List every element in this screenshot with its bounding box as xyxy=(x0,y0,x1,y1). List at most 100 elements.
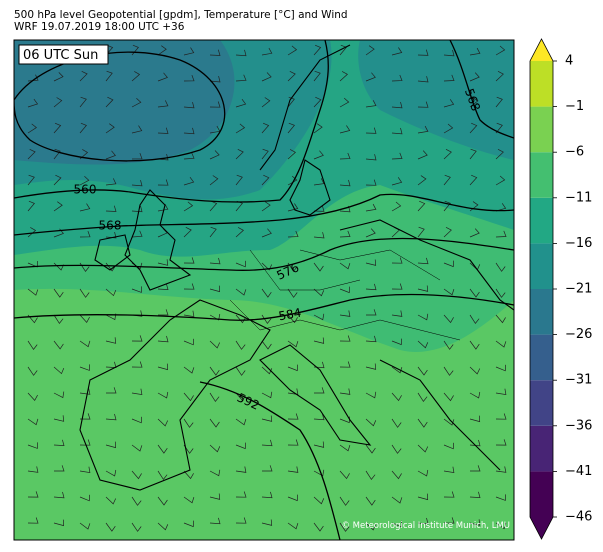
wind-barb xyxy=(417,125,429,134)
wind-barb xyxy=(235,49,247,57)
wind-barb xyxy=(469,72,480,82)
wind-barb xyxy=(235,491,247,498)
colorbar: 4 −1 −6 −11 −16 −21 −26 −31 −36 −41 −46 xyxy=(529,38,592,540)
wind-barb xyxy=(417,175,427,186)
wind-barb xyxy=(417,200,426,212)
map-frame xyxy=(13,39,515,541)
wind-barb xyxy=(157,335,169,343)
colorbar-band xyxy=(530,152,553,198)
wind-barb xyxy=(209,49,221,56)
wind-barb xyxy=(235,442,246,450)
wind-barb xyxy=(106,387,117,394)
wind-barb xyxy=(157,496,168,506)
wind-barb xyxy=(131,205,143,213)
wind-barb xyxy=(157,72,168,82)
wind-barb xyxy=(287,314,298,324)
wind-barb xyxy=(53,72,64,82)
wind-barb xyxy=(313,44,322,56)
wind-barb xyxy=(53,314,64,325)
wind-barb xyxy=(27,466,39,473)
wind-barb xyxy=(391,47,403,56)
wind-barb xyxy=(261,439,273,447)
wind-barb xyxy=(495,262,506,272)
wind-barb xyxy=(443,174,451,186)
wind-barb xyxy=(495,148,504,160)
wind-barb xyxy=(339,179,351,187)
wind-barb xyxy=(158,309,169,316)
wind-barb xyxy=(79,364,90,371)
wind-barb xyxy=(391,338,402,346)
wind-barb xyxy=(261,47,273,56)
wind-barb xyxy=(417,150,428,160)
wind-barb xyxy=(366,309,377,316)
colorbar-tick-label: −31 xyxy=(565,373,592,388)
wind-barb xyxy=(417,313,429,321)
wind-barb xyxy=(183,520,194,528)
wind-barb xyxy=(261,97,271,108)
wind-barb xyxy=(287,175,298,186)
wind-barb xyxy=(183,392,194,402)
wind-barb xyxy=(443,466,455,474)
wind-barb xyxy=(131,180,143,187)
wind-barb xyxy=(391,310,403,317)
wind-barb xyxy=(157,127,169,134)
wind-barb xyxy=(131,444,143,452)
wind-barb xyxy=(27,74,39,82)
wind-barb xyxy=(391,74,403,82)
wind-barb xyxy=(339,335,351,342)
wind-barb xyxy=(261,415,273,422)
wind-barb xyxy=(365,228,376,238)
wind-barb xyxy=(131,125,143,134)
wind-barb xyxy=(261,288,272,298)
wind-barb xyxy=(209,366,220,376)
wind-barb xyxy=(183,366,195,374)
wind-barb xyxy=(53,366,65,375)
wind-barb xyxy=(417,76,429,83)
wind-barb xyxy=(391,520,402,528)
wind-barb xyxy=(209,493,221,500)
wind-barb xyxy=(339,230,351,238)
wind-barb xyxy=(495,340,507,348)
wind-barb xyxy=(417,101,429,108)
wind-barb xyxy=(105,496,117,505)
wind-barb xyxy=(313,232,325,239)
wind-barb xyxy=(79,314,90,323)
wind-barb xyxy=(183,496,195,504)
wind-barb xyxy=(339,125,351,134)
wind-barb xyxy=(235,517,247,524)
wind-barb xyxy=(391,418,402,428)
colorbar-band xyxy=(530,243,553,289)
wind-barb xyxy=(314,387,325,394)
wind-barb xyxy=(365,522,377,531)
wind-barb xyxy=(495,175,506,186)
colorbar-band xyxy=(530,197,553,244)
wind-barb xyxy=(209,257,221,265)
wind-barb xyxy=(443,99,455,108)
wind-barb xyxy=(105,522,116,532)
wind-barb xyxy=(183,257,195,264)
wind-barb xyxy=(79,522,91,530)
wind-barb xyxy=(339,262,351,270)
wind-barb xyxy=(53,439,65,446)
wind-barb xyxy=(262,465,273,472)
wind-barb xyxy=(313,178,325,186)
wind-barb xyxy=(287,364,298,372)
wind-barb xyxy=(157,391,169,399)
wind-barb xyxy=(131,361,143,368)
wind-barb xyxy=(157,259,169,266)
wind-barb xyxy=(287,439,299,446)
wind-barb xyxy=(209,418,220,428)
wind-barb xyxy=(365,203,377,212)
wind-barb xyxy=(339,522,350,532)
wind-barb xyxy=(391,201,402,212)
wind-barb xyxy=(183,283,195,290)
wind-barb xyxy=(469,491,481,498)
wind-barb xyxy=(183,152,195,160)
wind-barb xyxy=(417,49,429,56)
wind-barb xyxy=(365,154,377,161)
wind-barb xyxy=(27,442,38,449)
wind-barb xyxy=(287,70,296,82)
wind-barb xyxy=(313,70,321,82)
colorbar-tick-label: 4 xyxy=(565,54,573,69)
wind-barb xyxy=(495,70,504,82)
